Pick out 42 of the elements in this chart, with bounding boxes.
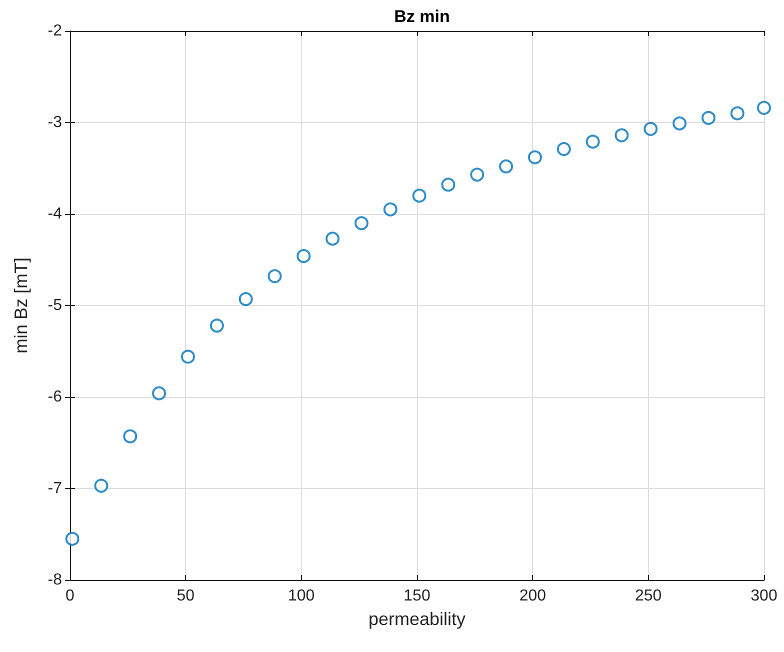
y-tick-label: -4 — [48, 206, 62, 222]
point — [757, 100, 771, 115]
point — [528, 150, 542, 164]
point — [354, 216, 368, 230]
point — [180, 350, 195, 364]
y-tick-label: -8 — [48, 572, 62, 588]
y-tick-label: -6 — [48, 388, 62, 406]
x-tick-label: 250 — [634, 588, 662, 604]
x-tick-label: 100 — [288, 588, 315, 604]
x-tick-label: 200 — [519, 588, 546, 604]
point — [123, 429, 138, 444]
point — [152, 386, 166, 400]
x-axis-title: permeability — [368, 609, 466, 629]
point — [296, 249, 311, 264]
point — [94, 478, 108, 493]
y-axis-title: min Bz [mT] — [11, 257, 31, 354]
point — [644, 122, 658, 136]
chart-title: Bz min — [394, 7, 450, 26]
point — [672, 116, 687, 130]
point — [586, 134, 600, 149]
y-tick-label: -5 — [48, 297, 62, 314]
y-tick-label: -3 — [48, 114, 62, 131]
point — [412, 188, 426, 203]
x-tick-label: 300 — [750, 588, 778, 604]
point — [499, 159, 514, 174]
point — [210, 318, 224, 333]
point — [268, 269, 282, 284]
point — [238, 292, 253, 306]
point — [730, 106, 744, 120]
point — [326, 232, 340, 246]
y-tick-label: -7 — [48, 480, 62, 497]
x-tick-label: 50 — [176, 588, 195, 604]
point — [614, 128, 629, 142]
y-tick-label: -2 — [48, 22, 62, 40]
point — [556, 142, 571, 156]
point — [383, 202, 398, 216]
x-tick-label: 0 — [66, 588, 75, 604]
x-tick-label: 150 — [404, 588, 430, 604]
point — [441, 178, 456, 192]
point — [470, 168, 484, 182]
point — [701, 110, 716, 125]
point — [65, 532, 80, 546]
